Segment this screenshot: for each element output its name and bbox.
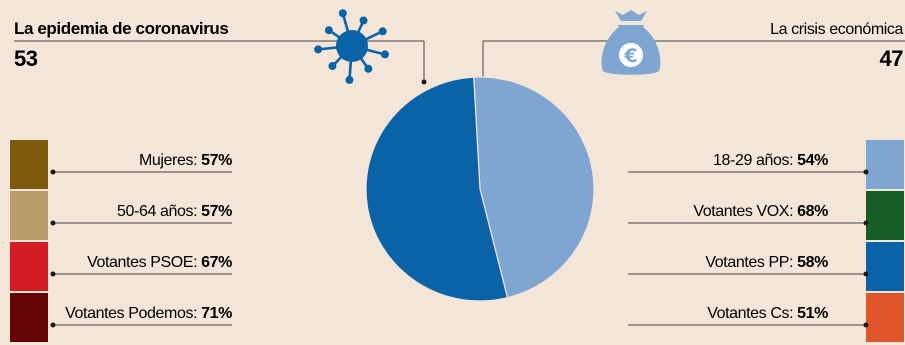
pie-slice-crisis-economica [473,76,595,299]
euro-symbol: € [623,45,637,67]
category-leader-dot [50,271,56,277]
category-leader-dot [863,220,869,226]
category-row-50-64-a-os: 50-64 años: 57% [10,191,233,240]
category-text: Votantes Podemos: 71% [65,305,232,322]
category-swatch [866,140,904,189]
right-header-value: 47 [880,46,904,71]
right-categories: 18-29 años: 54%Votantes VOX: 68%Votantes… [628,140,904,342]
category-leader-dot [50,322,56,328]
category-swatch [10,191,48,240]
category-swatch [10,140,48,189]
category-text: Votantes Cs: 51% [707,305,828,322]
category-percent: 71% [201,305,232,322]
category-row-18-29-a-os: 18-29 años: 54% [628,140,904,189]
left-categories: Mujeres: 57%50-64 años: 57%Votantes PSOE… [10,140,233,342]
left-header-title: La epidemia de coronavirus [14,19,228,38]
category-percent: 67% [201,254,232,271]
category-swatch [10,293,48,342]
category-label: Votantes PSOE: [87,254,201,271]
category-text: 50-64 años: 57% [117,203,232,220]
category-label: Votantes Cs: [707,305,797,322]
category-row-mujeres: Mujeres: 57% [10,140,233,189]
category-percent: 57% [201,203,232,220]
category-text: Votantes PSOE: 67% [87,254,232,271]
category-row-votantes-psoe: Votantes PSOE: 67% [10,242,233,291]
category-swatch [866,191,904,240]
category-percent: 54% [797,152,828,169]
category-swatch [10,242,48,291]
category-percent: 68% [797,203,828,220]
virus-spike-tip [324,26,333,35]
virus-icon [314,9,389,84]
virus-spike-tip [328,62,337,71]
category-text: Votantes PP: 58% [705,254,828,271]
category-row-votantes-vox: Votantes VOX: 68% [628,191,904,240]
category-label: Mujeres: [139,152,201,169]
category-row-votantes-pp: Votantes PP: 58% [628,242,904,291]
virus-spike-tip [314,45,323,54]
category-text: Mujeres: 57% [139,152,232,169]
money-bag-tie [618,25,644,32]
right-header-title: La crisis económica [770,21,903,38]
category-leader-dot [863,322,869,328]
money-bag-coin [619,43,643,67]
category-label: Votantes VOX: [693,203,797,220]
category-label: Votantes PP: [705,254,797,271]
category-swatch [866,242,904,291]
money-bag-top [615,10,647,21]
category-row-votantes-podemos: Votantes Podemos: 71% [10,293,233,342]
virus-spike-tip [338,9,347,18]
category-label: 18-29 años: [713,152,797,169]
virus-spike-tip [378,27,387,36]
category-text: 18-29 años: 54% [713,152,828,169]
category-leader-dot [50,169,56,175]
category-text: Votantes VOX: 68% [693,203,828,220]
category-percent: 58% [797,254,828,271]
category-percent: 57% [201,152,232,169]
pie-chart [365,76,595,302]
virus-spike-tip [364,64,373,73]
category-label: 50-64 años: [117,203,201,220]
category-percent: 51% [797,305,828,322]
virus-spike-tip [345,75,354,84]
pie-slice-epidemia-coronavirus [365,76,509,302]
category-leader-dot [50,220,56,226]
virus-body [336,30,368,62]
left-leader-dot [421,79,427,85]
category-row-votantes-cs: Votantes Cs: 51% [628,293,904,342]
money-bag-euro-icon: € [601,10,661,75]
category-leader-dot [863,169,869,175]
left-header-value: 53 [14,46,38,71]
category-swatch [866,293,904,342]
virus-spike-tip [380,50,389,59]
category-label: Votantes Podemos: [65,305,201,322]
category-leader-dot [863,271,869,277]
virus-spike-tip [359,16,368,25]
